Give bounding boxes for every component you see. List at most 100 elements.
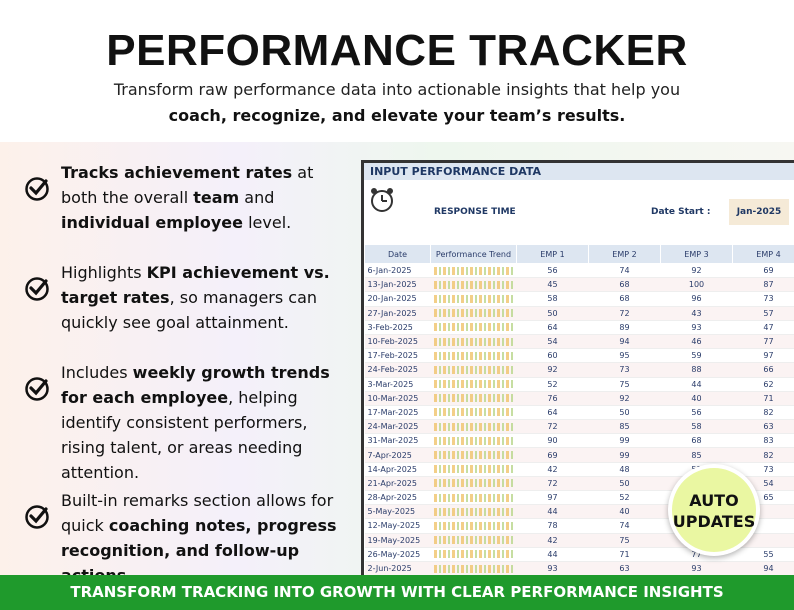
value-cell: 69 — [732, 263, 794, 279]
value-cell: 93 — [516, 561, 589, 577]
date-cell: 21-Apr-2025 — [364, 476, 431, 492]
sheet-info: RESPONSE TIME Date Start : Jan-2025 — [364, 180, 794, 244]
trend-cell — [430, 419, 517, 435]
sparkline — [433, 550, 514, 559]
date-start-label: Date Start : — [651, 207, 711, 217]
text: and — [239, 188, 275, 207]
value-cell: 55 — [732, 547, 794, 562]
trend-cell — [430, 306, 517, 321]
value-cell: 71 — [588, 547, 661, 562]
sparkline — [433, 408, 514, 417]
value-cell: 96 — [660, 291, 733, 307]
text: Built-in remarks section allows for quic… — [61, 491, 334, 535]
trend-cell — [430, 447, 517, 463]
sparkline — [433, 337, 514, 346]
value-cell: 64 — [516, 405, 589, 421]
column-header: EMP 4 — [732, 244, 794, 264]
sparkline — [433, 365, 514, 374]
date-cell: 7-Apr-2025 — [364, 447, 431, 463]
data-row: 6-Jan-2025 56 74 92 69 — [364, 263, 794, 279]
sheet-title: INPUT PERFORMANCE DATA — [364, 163, 794, 180]
value-cell: 50 — [588, 405, 661, 421]
value-cell: 58 — [516, 291, 589, 307]
date-cell: 10-Feb-2025 — [364, 334, 431, 350]
check-mark — [29, 279, 48, 296]
value-cell: 40 — [588, 504, 661, 520]
value-cell: 75 — [588, 533, 661, 548]
data-row: 10-Feb-2025 54 94 46 77 — [364, 334, 794, 350]
column-header: Date — [364, 244, 431, 264]
value-cell: 40 — [660, 391, 733, 406]
value-cell: 46 — [660, 334, 733, 350]
check-mark — [29, 379, 48, 396]
date-cell: 24-Feb-2025 — [364, 362, 431, 378]
value-cell: 50 — [588, 476, 661, 492]
sparkline — [433, 380, 514, 389]
value-cell: 73 — [732, 291, 794, 307]
date-cell: 3-Feb-2025 — [364, 320, 431, 335]
text: Highlights — [61, 263, 147, 282]
value-cell: 42 — [516, 533, 589, 548]
value-cell: 44 — [660, 377, 733, 392]
bold-text: individual employee — [61, 213, 244, 232]
data-row: 27-Jan-2025 50 72 43 57 — [364, 306, 794, 321]
data-row: 24-Feb-2025 92 73 88 66 — [364, 362, 794, 378]
column-header: EMP 1 — [516, 244, 589, 264]
trend-cell — [430, 263, 517, 279]
value-cell: 93 — [660, 320, 733, 335]
sparkline — [433, 266, 514, 275]
value-cell: 73 — [588, 362, 661, 378]
date-cell: 19-May-2025 — [364, 533, 431, 548]
sparkline — [433, 451, 514, 460]
trend-cell — [430, 533, 517, 548]
bullet-text: Built-in remarks section allows for quic… — [61, 488, 339, 588]
value-cell: 62 — [732, 377, 794, 392]
data-row: 31-Mar-2025 90 99 68 83 — [364, 433, 794, 449]
value-cell: 56 — [516, 263, 589, 279]
trend-cell — [430, 291, 517, 307]
badge-line: AUTO — [689, 491, 739, 510]
date-start: Jan-2025 — [729, 199, 789, 225]
value-cell: 97 — [732, 348, 794, 364]
text: at both the overall — [61, 163, 314, 207]
date-cell: 26-May-2025 — [364, 547, 431, 562]
value-cell: 50 — [516, 306, 589, 321]
subtitle: Transform raw performance data into acti… — [113, 80, 681, 99]
date-cell: 12-May-2025 — [364, 518, 431, 534]
value-cell: 54 — [516, 334, 589, 350]
trend-cell — [430, 547, 517, 562]
trend-cell — [430, 433, 517, 449]
value-cell: 72 — [588, 306, 661, 321]
bold-text: team — [193, 188, 240, 207]
value-cell: 99 — [588, 447, 661, 463]
value-cell: 94 — [588, 334, 661, 350]
sparkline — [433, 465, 514, 474]
text: Includes — [61, 363, 133, 382]
date-cell: 3-Mar-2025 — [364, 377, 431, 392]
value-cell: 72 — [516, 419, 589, 435]
value-cell: 47 — [732, 320, 794, 335]
trend-cell — [430, 348, 517, 364]
value-cell: 83 — [732, 433, 794, 449]
value-cell: 97 — [516, 490, 589, 506]
date-cell: 2-Jun-2025 — [364, 561, 431, 577]
text: , helping identify consistent performers… — [61, 388, 308, 482]
date-cell: 5-May-2025 — [364, 504, 431, 520]
date-cell: 20-Jan-2025 — [364, 291, 431, 307]
value-cell: 89 — [588, 320, 661, 335]
value-cell: 52 — [588, 490, 661, 506]
check-icon — [25, 377, 49, 401]
sparkline — [433, 422, 514, 431]
sparkline — [433, 309, 514, 318]
value-cell: 48 — [588, 462, 661, 477]
value-cell: 85 — [660, 447, 733, 463]
data-row: 17-Feb-2025 60 95 59 97 — [364, 348, 794, 364]
trend-cell — [430, 277, 517, 293]
sparkline — [433, 436, 514, 445]
value-cell: 58 — [660, 419, 733, 435]
column-header: EMP 3 — [660, 244, 733, 264]
value-cell: 68 — [588, 277, 661, 293]
value-cell: 60 — [516, 348, 589, 364]
value-cell: 45 — [516, 277, 589, 293]
data-row: 2-Jun-2025 93 63 93 94 — [364, 561, 794, 577]
